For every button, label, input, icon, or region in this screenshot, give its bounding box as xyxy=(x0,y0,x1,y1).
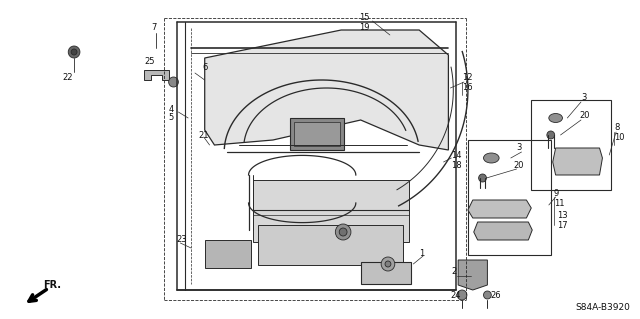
Polygon shape xyxy=(468,200,531,218)
Text: 10: 10 xyxy=(614,133,625,143)
Circle shape xyxy=(381,257,395,271)
Text: 7: 7 xyxy=(151,24,156,33)
Text: 15: 15 xyxy=(359,13,369,23)
Text: 17: 17 xyxy=(557,220,568,229)
Text: 9: 9 xyxy=(554,189,559,197)
Text: 11: 11 xyxy=(554,198,564,207)
Text: S84A-B3920: S84A-B3920 xyxy=(575,303,630,313)
Circle shape xyxy=(71,49,77,55)
Ellipse shape xyxy=(549,114,563,122)
Polygon shape xyxy=(144,70,169,80)
Ellipse shape xyxy=(483,153,499,163)
Text: 13: 13 xyxy=(557,211,568,219)
Bar xyxy=(468,140,551,255)
Circle shape xyxy=(169,77,179,87)
Text: FR.: FR. xyxy=(43,280,61,290)
Circle shape xyxy=(457,290,467,300)
Circle shape xyxy=(335,224,351,240)
Polygon shape xyxy=(205,30,449,150)
Bar xyxy=(294,122,340,146)
Polygon shape xyxy=(474,222,532,240)
Text: 5: 5 xyxy=(169,114,174,122)
Bar xyxy=(259,225,403,265)
Text: 20: 20 xyxy=(579,112,589,121)
Bar xyxy=(205,240,252,268)
Circle shape xyxy=(339,228,347,236)
Text: 24: 24 xyxy=(451,292,461,300)
Text: 22: 22 xyxy=(62,73,73,83)
Text: 21: 21 xyxy=(199,130,209,139)
Text: 4: 4 xyxy=(169,106,174,115)
Text: 8: 8 xyxy=(614,123,620,132)
Circle shape xyxy=(547,131,555,139)
Text: 25: 25 xyxy=(144,57,155,66)
Polygon shape xyxy=(553,148,602,175)
Text: 19: 19 xyxy=(359,23,369,32)
Bar xyxy=(531,100,611,190)
Text: 3: 3 xyxy=(516,144,522,152)
Text: 14: 14 xyxy=(451,151,462,160)
Text: 23: 23 xyxy=(177,235,187,244)
Text: 12: 12 xyxy=(462,73,472,83)
Polygon shape xyxy=(458,260,488,290)
Text: 3: 3 xyxy=(581,93,586,102)
Circle shape xyxy=(479,174,486,182)
Circle shape xyxy=(68,46,80,58)
Text: 2: 2 xyxy=(451,268,456,277)
Circle shape xyxy=(385,261,391,267)
Bar xyxy=(291,118,344,150)
Text: 20: 20 xyxy=(514,161,524,170)
Text: 1: 1 xyxy=(419,249,424,257)
Circle shape xyxy=(483,291,492,299)
Text: 26: 26 xyxy=(490,292,501,300)
Bar xyxy=(361,262,412,284)
Text: 18: 18 xyxy=(451,160,462,169)
Bar xyxy=(253,180,410,242)
Text: 16: 16 xyxy=(462,84,473,93)
Text: 6: 6 xyxy=(203,63,208,72)
